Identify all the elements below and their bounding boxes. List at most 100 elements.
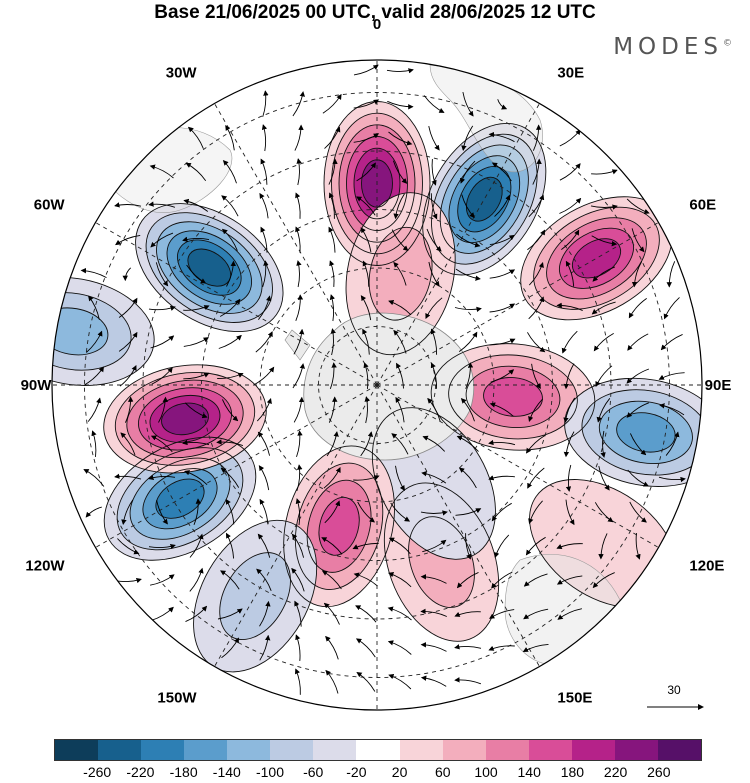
wind-arrow bbox=[428, 126, 440, 151]
wind-arrow bbox=[556, 543, 583, 550]
wind-arrow bbox=[528, 296, 545, 320]
wind-arrow bbox=[118, 331, 138, 352]
wind-arrow bbox=[421, 471, 447, 484]
wind-arrow bbox=[491, 571, 513, 589]
height-contour bbox=[166, 230, 253, 305]
height-contour bbox=[161, 402, 209, 436]
anomaly-center bbox=[52, 277, 155, 386]
wind-arrow bbox=[150, 335, 175, 349]
wind-arrow bbox=[461, 125, 474, 151]
wind-arrow bbox=[395, 465, 405, 491]
anomaly-center bbox=[422, 123, 546, 275]
height-contour bbox=[430, 343, 596, 451]
wind-arrow bbox=[489, 303, 516, 313]
anomaly-shade bbox=[572, 238, 621, 278]
colorbar-segment bbox=[356, 740, 400, 760]
wind-arrow bbox=[459, 160, 476, 184]
wind-arrow bbox=[121, 499, 134, 525]
wind-arrow bbox=[454, 677, 482, 685]
wind-arrow bbox=[488, 645, 515, 651]
wind-arrow bbox=[353, 64, 379, 76]
height-contour bbox=[294, 462, 384, 590]
wind-arrow bbox=[296, 464, 303, 492]
wind-arrow bbox=[458, 467, 477, 489]
wind-arrow bbox=[531, 363, 541, 389]
wind-arrow bbox=[388, 537, 411, 555]
colorbar-tick-label: 260 bbox=[647, 764, 671, 780]
height-contour bbox=[114, 372, 256, 466]
wind-arrow bbox=[221, 228, 238, 251]
wind-arrow bbox=[635, 533, 641, 560]
longitude-label-60e: 60E bbox=[689, 197, 716, 214]
wind-arrow bbox=[151, 367, 173, 385]
wind-arrow bbox=[186, 264, 207, 284]
wind-arrow bbox=[561, 229, 580, 250]
wind-arrow bbox=[627, 333, 649, 351]
wind-arrow bbox=[659, 403, 685, 416]
wind-arrow bbox=[329, 362, 337, 390]
meridian-line bbox=[214, 384, 378, 667]
wind-arrow bbox=[528, 262, 544, 286]
wind-arrow bbox=[353, 133, 380, 143]
wind-arrow bbox=[256, 568, 272, 591]
wind-arrow bbox=[565, 464, 572, 492]
wind-arrow bbox=[666, 261, 676, 288]
anomaly-shade bbox=[318, 497, 360, 556]
wind-arrow bbox=[628, 298, 647, 319]
wind-arrow bbox=[428, 261, 440, 287]
colorbar-segment bbox=[98, 740, 142, 760]
wind-arrow bbox=[355, 605, 377, 623]
colorbar-segment bbox=[227, 740, 271, 760]
wind-arrow bbox=[593, 333, 614, 352]
wind-arrow bbox=[430, 362, 437, 389]
wind-arrow bbox=[322, 93, 342, 114]
wind-arrow bbox=[353, 99, 380, 109]
wind-arrow bbox=[183, 305, 210, 311]
wind-arrow bbox=[559, 197, 582, 214]
wind-arrow bbox=[85, 506, 102, 518]
wind-arrow bbox=[291, 567, 305, 592]
wind-arrow bbox=[454, 306, 482, 312]
wind-arrow bbox=[627, 469, 650, 487]
wind-arrow bbox=[420, 608, 447, 617]
anomaly-shade bbox=[616, 412, 676, 453]
wind-arrow bbox=[591, 169, 618, 175]
wind-arrow bbox=[220, 467, 240, 488]
wind-arrow bbox=[626, 368, 650, 384]
wind-arrow bbox=[532, 158, 542, 185]
wind-arrow bbox=[454, 611, 481, 617]
wind-arrow bbox=[221, 637, 239, 659]
wind-arrow bbox=[663, 297, 680, 320]
height-contour bbox=[448, 155, 521, 244]
wind-arrow bbox=[387, 100, 414, 110]
wind-arrow bbox=[114, 202, 142, 208]
wind-arrow bbox=[462, 92, 474, 117]
wind-arrow bbox=[420, 510, 448, 516]
wind-arrow bbox=[220, 570, 240, 590]
wind-arrow bbox=[360, 227, 372, 253]
wind-arrow bbox=[393, 329, 407, 354]
wind-arrow bbox=[295, 192, 301, 219]
wind-arrow bbox=[321, 570, 342, 590]
wind-arrow bbox=[626, 402, 649, 418]
longitude-label-90e: 90E bbox=[705, 377, 732, 394]
wind-arrow bbox=[489, 609, 515, 619]
anomaly-center bbox=[135, 203, 284, 332]
wind-arrow bbox=[455, 268, 481, 281]
wind-arrow bbox=[458, 331, 478, 352]
wind-arrow bbox=[557, 608, 582, 620]
wind-arrow bbox=[565, 260, 575, 287]
wind-arrow bbox=[256, 398, 272, 422]
wind-arrow bbox=[528, 194, 545, 218]
wind-arrow bbox=[456, 571, 479, 589]
wind-arrow bbox=[225, 124, 235, 151]
wind-arrow bbox=[395, 396, 405, 423]
wind-arrow bbox=[328, 192, 335, 219]
longitude-label-30e: 30E bbox=[557, 65, 584, 82]
wind-arrow bbox=[592, 266, 616, 282]
brand-logo: MODES© bbox=[613, 34, 732, 60]
wind-arrow bbox=[83, 469, 105, 487]
latitude-circle bbox=[259, 267, 495, 503]
wind-arrow bbox=[425, 297, 443, 320]
wind-arrow bbox=[591, 301, 616, 315]
